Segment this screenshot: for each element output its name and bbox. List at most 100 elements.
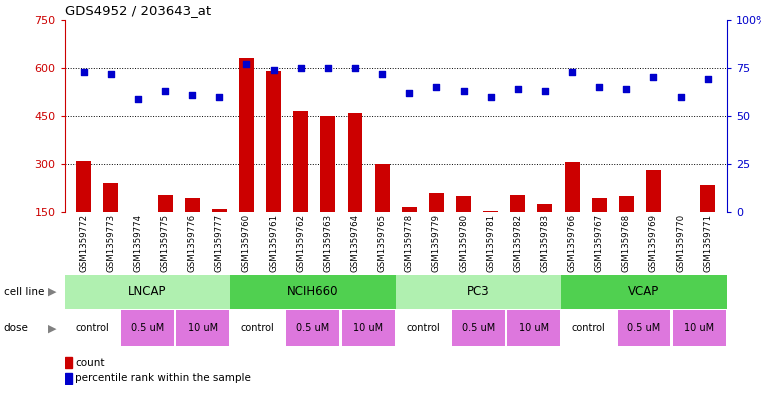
Bar <box>230 275 396 309</box>
Point <box>566 68 578 75</box>
Text: GDS4952 / 203643_at: GDS4952 / 203643_at <box>65 4 211 17</box>
Text: 10 uM: 10 uM <box>187 323 218 333</box>
Bar <box>266 71 281 260</box>
Text: GSM1359775: GSM1359775 <box>161 214 170 272</box>
Text: count: count <box>75 358 105 367</box>
Text: GSM1359763: GSM1359763 <box>323 214 333 272</box>
Point <box>159 88 171 94</box>
Bar <box>76 161 91 260</box>
Text: GSM1359777: GSM1359777 <box>215 214 224 272</box>
Point <box>78 68 90 75</box>
Bar <box>646 171 661 260</box>
Bar <box>617 310 670 346</box>
Point <box>376 70 388 77</box>
Point <box>620 86 632 92</box>
Point <box>702 76 714 83</box>
Text: control: control <box>572 323 606 333</box>
Bar <box>592 198 607 260</box>
Text: GSM1359783: GSM1359783 <box>540 214 549 272</box>
Bar <box>293 111 308 260</box>
Text: GSM1359778: GSM1359778 <box>405 214 414 272</box>
Bar <box>429 193 444 260</box>
Text: percentile rank within the sample: percentile rank within the sample <box>75 373 251 383</box>
Text: GSM1359771: GSM1359771 <box>703 214 712 272</box>
Bar <box>374 164 390 260</box>
Text: GSM1359781: GSM1359781 <box>486 214 495 272</box>
Text: control: control <box>406 323 440 333</box>
Bar <box>342 310 395 346</box>
Text: GSM1359773: GSM1359773 <box>107 214 116 272</box>
Point <box>593 84 605 90</box>
Bar <box>565 162 580 260</box>
Bar <box>511 195 525 260</box>
Bar <box>700 185 715 260</box>
Bar <box>320 116 336 260</box>
Text: GSM1359767: GSM1359767 <box>595 214 603 272</box>
Bar <box>176 310 229 346</box>
Text: GSM1359776: GSM1359776 <box>188 214 196 272</box>
Bar <box>483 211 498 260</box>
Bar <box>456 196 471 260</box>
Bar <box>396 310 450 346</box>
Text: GSM1359774: GSM1359774 <box>133 214 142 272</box>
Bar <box>103 183 118 260</box>
Text: GSM1359765: GSM1359765 <box>377 214 387 272</box>
Text: GSM1359764: GSM1359764 <box>351 214 359 272</box>
Text: GSM1359780: GSM1359780 <box>459 214 468 272</box>
Text: 0.5 uM: 0.5 uM <box>131 323 164 333</box>
Bar <box>402 208 417 260</box>
Point <box>511 86 524 92</box>
Point <box>403 90 416 96</box>
Bar <box>452 310 505 346</box>
Point <box>539 88 551 94</box>
Text: 0.5 uM: 0.5 uM <box>296 323 330 333</box>
Text: GSM1359766: GSM1359766 <box>568 214 577 272</box>
Bar <box>348 113 362 260</box>
Point <box>186 92 199 98</box>
Text: 10 uM: 10 uM <box>353 323 384 333</box>
Text: GSM1359770: GSM1359770 <box>676 214 685 272</box>
Text: dose: dose <box>4 323 29 333</box>
Text: 10 uM: 10 uM <box>518 323 549 333</box>
Text: PC3: PC3 <box>467 285 490 298</box>
Bar <box>537 204 552 260</box>
Text: LNCAP: LNCAP <box>128 285 167 298</box>
Point <box>322 64 334 71</box>
Text: GSM1359761: GSM1359761 <box>269 214 278 272</box>
Point <box>430 84 442 90</box>
Bar <box>212 209 227 260</box>
Point <box>295 64 307 71</box>
Text: GSM1359772: GSM1359772 <box>79 214 88 272</box>
Bar <box>185 198 199 260</box>
Text: ▶: ▶ <box>48 287 56 297</box>
Text: 10 uM: 10 uM <box>684 323 715 333</box>
Bar <box>239 58 254 260</box>
Text: GSM1359782: GSM1359782 <box>514 214 522 272</box>
Bar <box>65 357 72 368</box>
Text: VCAP: VCAP <box>629 285 660 298</box>
Point <box>132 95 144 102</box>
Text: GSM1359760: GSM1359760 <box>242 214 251 272</box>
Bar <box>65 373 72 384</box>
Bar <box>673 211 688 260</box>
Text: GSM1359762: GSM1359762 <box>296 214 305 272</box>
Bar <box>231 310 285 346</box>
Bar <box>286 310 339 346</box>
Text: cell line: cell line <box>4 287 44 297</box>
Bar <box>65 275 230 309</box>
Text: control: control <box>241 323 275 333</box>
Point <box>648 74 660 81</box>
Bar <box>673 310 726 346</box>
Point <box>105 70 117 77</box>
Text: control: control <box>75 323 109 333</box>
Bar <box>65 310 119 346</box>
Text: 0.5 uM: 0.5 uM <box>462 323 495 333</box>
Point <box>349 64 361 71</box>
Bar <box>562 310 616 346</box>
Text: GSM1359768: GSM1359768 <box>622 214 631 272</box>
Bar <box>396 275 561 309</box>
Text: NCIH660: NCIH660 <box>287 285 339 298</box>
Point <box>268 66 280 73</box>
Point <box>674 94 686 100</box>
Bar <box>121 310 174 346</box>
